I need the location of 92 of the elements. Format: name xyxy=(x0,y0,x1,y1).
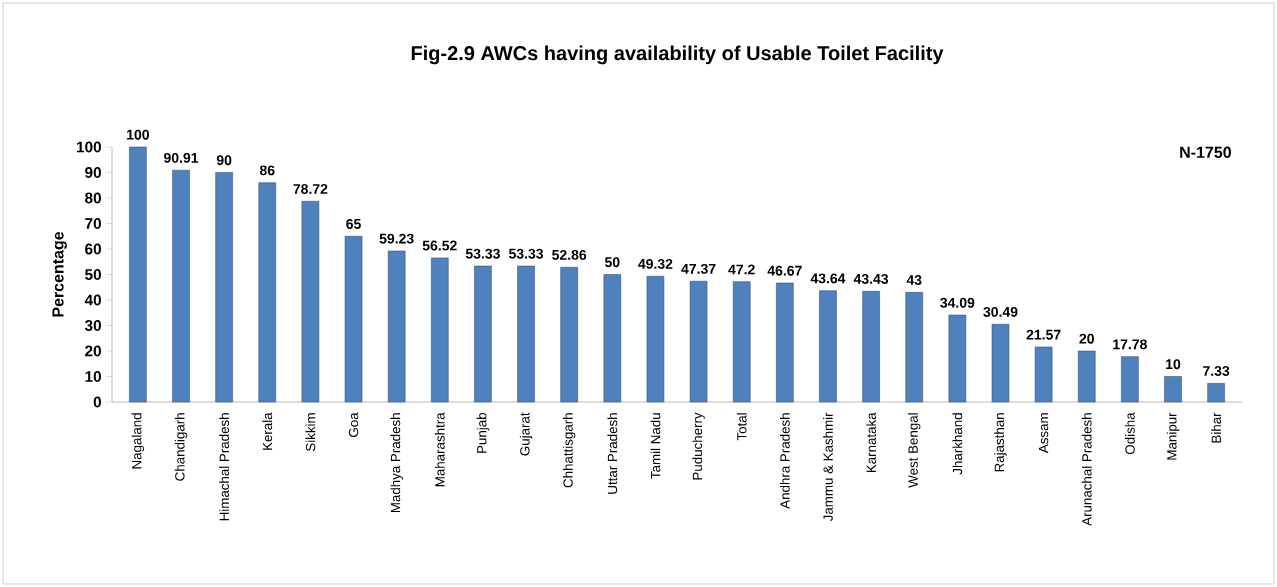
x-tick-label: Punjab xyxy=(476,412,490,453)
x-tick-label: Kerala xyxy=(262,412,273,450)
data-label: 90.91 xyxy=(163,152,199,163)
bar xyxy=(474,265,492,403)
data-label: 78.72 xyxy=(293,183,328,194)
x-tick-label: Jharkhand xyxy=(952,413,963,475)
bar xyxy=(129,146,147,403)
bar xyxy=(258,182,277,403)
y-tick-label: 60 xyxy=(85,243,101,255)
data-label: 47.37 xyxy=(681,263,716,274)
data-label: 43.43 xyxy=(853,273,889,284)
bar xyxy=(646,275,665,403)
bar xyxy=(732,281,751,403)
x-tick-label: West Bengal xyxy=(908,413,921,488)
x-tick-label: Maharashtra xyxy=(434,412,445,487)
bar xyxy=(991,323,1010,403)
x-tick-label: Andhra Pradesh xyxy=(779,413,790,509)
x-tick-label: Goa xyxy=(348,412,359,437)
data-label: 56.52 xyxy=(422,240,457,251)
x-tick-label: Assam xyxy=(1038,413,1049,454)
bar xyxy=(1121,356,1139,403)
data-label: 90 xyxy=(216,155,232,166)
bar xyxy=(215,172,233,403)
bar xyxy=(1034,346,1053,403)
y-tick-label: 100 xyxy=(76,141,101,153)
x-tick-label: Chhattisgarh xyxy=(562,413,576,488)
data-label: 30.49 xyxy=(983,306,1018,317)
x-tick-label: Sikkim xyxy=(305,413,316,452)
x-tick-label: Odisha xyxy=(1124,412,1135,455)
x-tick-label: Gujarat xyxy=(519,412,533,456)
data-label: 10 xyxy=(1166,359,1181,370)
data-label: 47.2 xyxy=(728,264,755,275)
data-label: 43.64 xyxy=(810,273,846,284)
chart-title: Fig-2.9 AWCs having availability of Usable Toilet Facility xyxy=(411,45,944,65)
data-label: 7.33 xyxy=(1203,366,1230,376)
bar xyxy=(1207,383,1225,403)
annotation: N-1750 xyxy=(1180,146,1231,158)
x-tick-label: Madhya Pradesh xyxy=(390,413,403,513)
bar xyxy=(387,250,406,403)
bar xyxy=(301,201,320,403)
data-label: 53.33 xyxy=(465,248,500,259)
x-tick-label: Jammu & Kashmir xyxy=(823,412,833,522)
data-label: 50 xyxy=(604,257,620,268)
bar xyxy=(431,257,449,403)
bar xyxy=(862,290,880,403)
data-label: 20 xyxy=(1079,333,1094,344)
data-label: 100 xyxy=(127,129,149,140)
x-tick-label: Puducherry xyxy=(692,412,705,480)
y-tick-label: 40 xyxy=(84,294,101,306)
x-tick-label: Rajasthan xyxy=(994,413,1007,472)
data-label: 34.09 xyxy=(940,297,975,308)
data-label: 17.78 xyxy=(1113,339,1147,350)
bar xyxy=(905,292,923,403)
data-label: 65 xyxy=(346,218,361,229)
bar xyxy=(689,280,708,403)
bar xyxy=(517,265,535,403)
bar xyxy=(560,266,578,403)
x-tick-label: Tamil Nadu xyxy=(650,413,661,479)
x-tick-label: Karnataka xyxy=(866,412,876,473)
x-tick-label: Chandigarh xyxy=(174,413,188,481)
y-tick-label: 70 xyxy=(85,218,101,229)
x-tick-label: Manipur xyxy=(1166,412,1180,460)
bar xyxy=(603,274,622,403)
data-label: 43 xyxy=(906,275,922,285)
x-tick-label: Bihar xyxy=(1211,412,1222,443)
bar xyxy=(776,282,794,403)
y-tick-label: 10 xyxy=(85,371,101,382)
bar xyxy=(819,290,837,403)
bar xyxy=(172,169,190,403)
y-tick-label: 0 xyxy=(93,396,101,408)
data-label: 52.86 xyxy=(552,249,587,260)
y-axis-title: Percentage xyxy=(52,231,67,317)
data-label: 86 xyxy=(259,165,275,176)
bar xyxy=(344,235,363,403)
bar xyxy=(1077,350,1096,403)
y-tick-label: 50 xyxy=(85,269,101,280)
x-tick-label: Nagaland xyxy=(131,413,145,469)
x-tick-label: Total xyxy=(736,413,747,441)
data-label: 46.67 xyxy=(767,265,802,276)
data-label: 53.33 xyxy=(508,248,544,259)
data-label: 49.32 xyxy=(638,258,673,269)
x-tick-label: Arunachal Pradesh xyxy=(1081,413,1092,526)
bar xyxy=(948,314,967,403)
x-tick-label: Uttar Pradesh xyxy=(607,413,618,494)
bar xyxy=(1164,376,1182,403)
x-tick-label: Himachal Pradesh xyxy=(219,413,230,521)
y-tick-label: 20 xyxy=(85,345,101,357)
y-tick-label: 80 xyxy=(85,192,101,204)
y-tick-label: 90 xyxy=(85,167,101,178)
data-label: 21.57 xyxy=(1026,329,1061,340)
data-label: 59.23 xyxy=(379,233,414,244)
y-tick-label: 30 xyxy=(84,320,101,331)
